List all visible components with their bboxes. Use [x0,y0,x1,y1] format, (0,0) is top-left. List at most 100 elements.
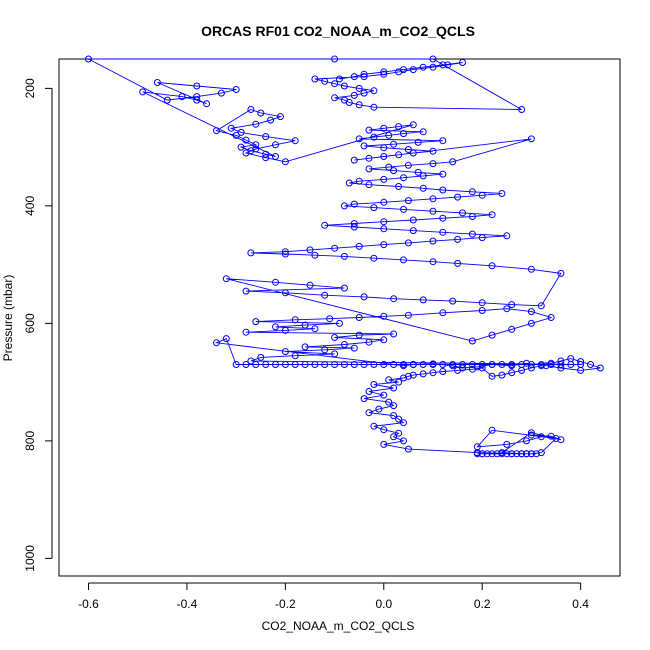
data-point [321,291,329,299]
data-point [508,369,516,377]
data-point [252,141,260,149]
series-line [88,58,601,455]
data-point [336,319,343,327]
data-point [326,315,334,323]
data-point [370,103,378,111]
data-point [301,321,309,329]
data-point [488,426,496,434]
data-point [400,374,407,382]
data-point [385,131,393,139]
data-point [291,137,299,145]
data-point [237,143,245,151]
data-point [488,331,496,339]
data-point [331,350,339,358]
plot-frame [58,58,621,577]
data-point [262,361,270,368]
data-point [365,388,373,395]
data-point [390,330,398,338]
data-point [242,361,250,368]
data-point [468,213,476,220]
data-point [242,136,250,144]
data-point [306,281,314,289]
data-point [360,89,368,97]
data-point [365,126,373,134]
data-point [493,450,501,458]
data-point [483,450,491,458]
data-point [419,63,427,71]
data-point [404,161,412,169]
data-point [380,68,388,76]
x-tick-label: -0.6 [78,597,99,611]
data-point [336,75,343,83]
y-tick-label: 400 [23,196,37,216]
data-point [429,258,437,266]
series-co2-difference [85,55,604,458]
data-point [478,191,486,199]
data-point [360,395,368,403]
data-point [291,316,299,324]
data-point [439,61,447,69]
data-point [355,314,363,321]
data-point [380,124,388,132]
data-point [404,239,412,247]
data-point [459,361,466,368]
data-point [390,384,398,392]
x-tick-label: 0.2 [474,597,491,611]
data-point [395,429,403,437]
data-point [242,287,250,295]
data-point [468,361,476,368]
data-point [380,218,388,226]
data-point [395,415,403,423]
data-point [527,364,535,372]
data-point [395,151,403,159]
data-point [523,359,530,367]
data-point [247,357,255,365]
data-point [385,376,393,384]
data-point [380,312,388,320]
data-point [355,331,363,339]
data-point [370,133,378,141]
data-point [340,82,348,90]
data-point [444,61,452,69]
data-point [380,153,388,160]
data-point [527,361,535,368]
data-point [267,116,275,124]
x-tick-label: 0.0 [375,597,392,611]
data-point [419,370,427,378]
data-point [414,138,422,146]
data-point [281,158,289,166]
data-point [429,237,437,245]
data-point [360,73,368,81]
data-point [222,275,230,283]
data-point [409,149,417,157]
data-point [321,221,329,229]
data-point [498,361,506,368]
data-point [340,284,348,292]
data-point [400,130,407,138]
data-point [370,361,378,368]
data-point [311,251,319,259]
data-point [222,335,230,343]
data-point [276,113,284,121]
data-point [340,202,348,210]
data-point [247,147,255,155]
data-point [527,319,535,327]
data-point [395,123,403,131]
data-point [380,336,388,344]
data-point [370,254,378,262]
data-point [380,391,388,399]
data-point [85,55,92,63]
data-point [232,131,240,139]
data-point [429,369,437,377]
data-point [365,338,373,346]
data-point [380,175,388,183]
data-point [473,449,481,457]
data-point [272,323,279,331]
data-point [400,205,407,213]
data-point [439,170,447,178]
data-point [449,361,457,368]
data-point [488,211,496,219]
data-point [153,79,161,86]
data-point [459,209,466,217]
data-point [227,124,235,132]
